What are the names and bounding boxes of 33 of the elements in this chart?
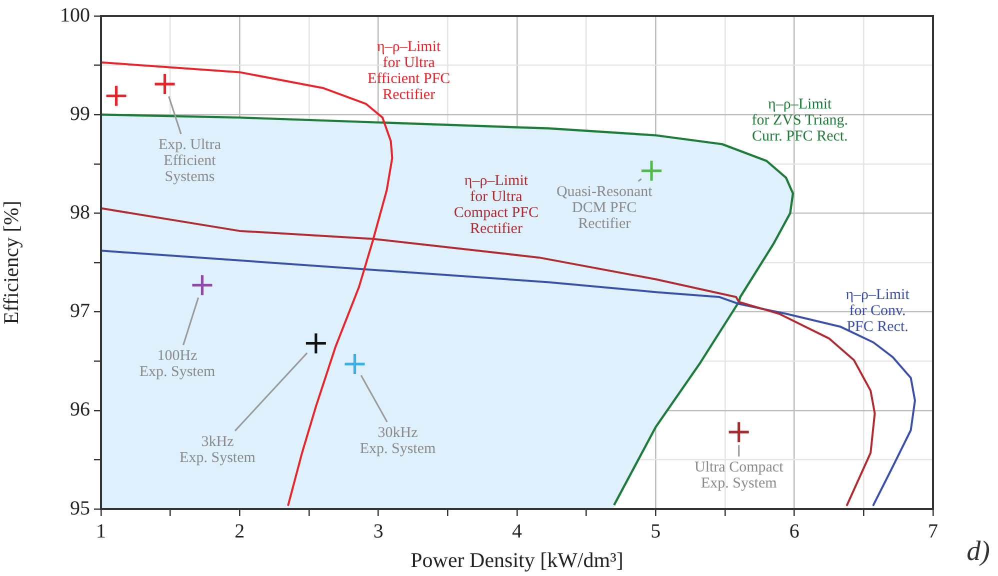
- y-tick-label: 95: [70, 497, 90, 520]
- x-tick-label: 4: [512, 520, 522, 542]
- x-tick-label: 2: [234, 520, 245, 542]
- point: [153, 72, 176, 96]
- text: 3kHz Exp. System: [180, 434, 256, 466]
- point: [304, 332, 328, 355]
- x-tick-label: 7: [928, 520, 938, 542]
- x-tick-label: 5: [650, 520, 661, 542]
- y-tick-label: 97: [70, 300, 90, 322]
- y-tick-label: 98: [70, 201, 90, 224]
- text: 30kHz Exp. System: [360, 424, 436, 457]
- series-label: Quasi-Resonant DCM PFC Rectifier: [556, 184, 654, 232]
- y-tick-label: 96: [70, 398, 90, 421]
- x-tick-label: 3: [373, 520, 384, 542]
- x-tick-label: 1: [96, 520, 106, 542]
- x-axis-title: Power Density [kW/dm³]: [410, 548, 624, 572]
- text: d): [966, 536, 990, 567]
- series-label: η–ρ–Limit for Conv. PFC Rect.: [846, 286, 910, 335]
- point: [190, 274, 214, 296]
- text: 100Hz Exp. System: [139, 348, 216, 380]
- point: [104, 84, 128, 108]
- series-label: η–ρ–Limit for Ultra Compact PFC Rectifier: [454, 173, 539, 238]
- y-tick-label: 99: [70, 102, 90, 125]
- text: Ultra Compact Exp. System: [694, 459, 784, 492]
- series-label: η–ρ–Limit for ZVS Triang. Curr. PFC Rect.: [752, 96, 848, 144]
- point: [343, 352, 366, 376]
- series-label: η–ρ–Limit for Ultra Efficient PFC Rectifier: [368, 39, 450, 104]
- point: [728, 420, 750, 444]
- point: [640, 160, 663, 182]
- y-axis-title: Efficiency [%]: [0, 200, 24, 324]
- text: Exp. Ultra Efficient Systems: [158, 136, 222, 185]
- y-tick-label: 100: [60, 4, 90, 26]
- x-tick-label: 6: [789, 520, 800, 542]
